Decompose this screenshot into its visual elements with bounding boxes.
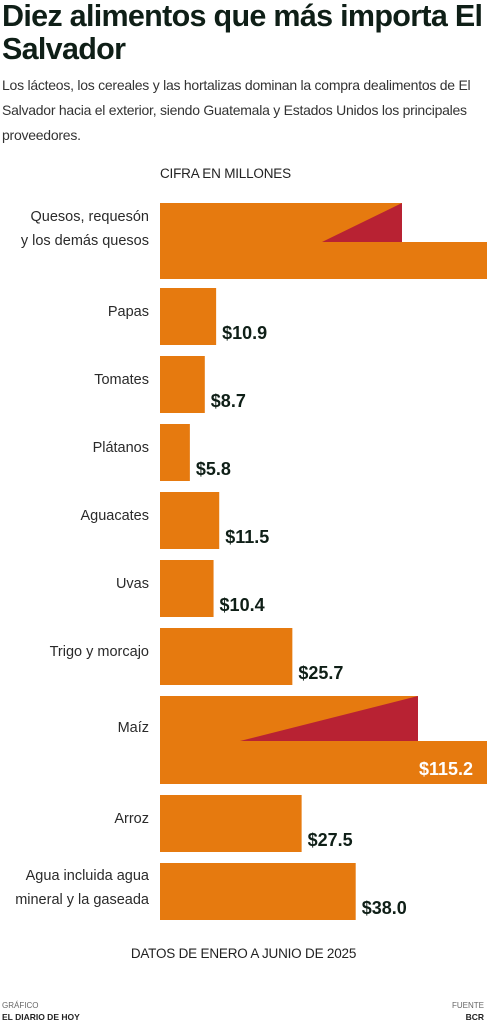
bar <box>160 863 356 920</box>
category-label: Aguacates <box>80 508 149 524</box>
credit-name: EL DIARIO DE HOY <box>2 1012 80 1022</box>
category-label: Agua incluida agua <box>26 868 150 884</box>
category-label: mineral y la gaseada <box>15 892 150 908</box>
bar-segment-lower <box>322 242 487 279</box>
category-label: Trigo y morcajo <box>50 644 149 660</box>
bar-segment-base <box>160 203 322 279</box>
source-name: BCR <box>465 1012 484 1022</box>
value-label: $10.9 <box>222 323 267 343</box>
value-label: $38.0 <box>362 898 407 918</box>
bar <box>160 492 220 549</box>
value-label: $27.5 <box>308 830 353 850</box>
bar-segment-base <box>160 696 240 784</box>
value-label: $11.5 <box>225 527 269 547</box>
category-label: Plátanos <box>93 440 149 456</box>
units-label: CIFRA EN MILLONES <box>160 166 291 181</box>
value-label: $8.7 <box>211 391 246 411</box>
category-label: Quesos, requesón <box>31 209 150 225</box>
chart-subtitle: Los lácteos, los cereales y las hortaliz… <box>2 77 471 143</box>
category-label: y los demás quesos <box>21 233 149 249</box>
chart-title: Diez alimentos que más importa El Salvad… <box>2 0 483 66</box>
bar-break-wedge <box>322 203 402 242</box>
value-label: $5.8 <box>196 459 231 479</box>
bar <box>160 356 205 413</box>
value-label: $115.2 <box>419 759 473 779</box>
category-label: Arroz <box>114 811 149 827</box>
bar <box>160 628 293 685</box>
date-range-note: DATOS DE ENERO A JUNIO DE 2025 <box>130 946 357 961</box>
bar-break-wedge <box>240 696 418 741</box>
value-label: $25.7 <box>298 663 343 683</box>
bar-segment-lower <box>240 741 487 784</box>
value-label: $10.4 <box>220 595 265 615</box>
source-label: FUENTE <box>452 1001 484 1010</box>
bar <box>160 560 214 617</box>
bar <box>160 795 302 852</box>
category-label: Maíz <box>118 720 149 736</box>
credit-label: GRÁFICO <box>2 1001 39 1010</box>
bar <box>160 288 217 345</box>
bar <box>160 424 190 481</box>
category-label: Tomates <box>94 372 149 388</box>
category-label: Uvas <box>116 576 149 592</box>
category-label: Papas <box>108 304 149 320</box>
